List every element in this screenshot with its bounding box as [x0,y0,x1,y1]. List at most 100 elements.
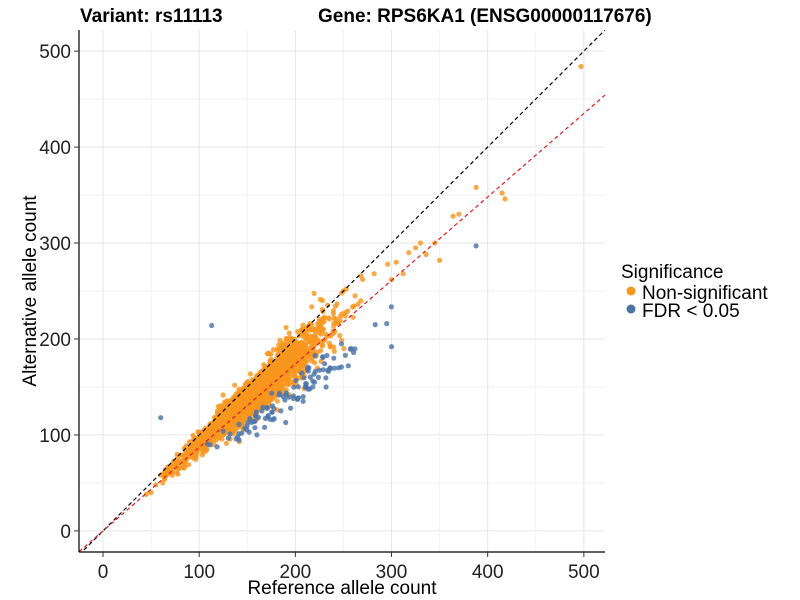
point-fdr [209,322,215,329]
point-non-significant [214,425,220,431]
point-non-significant [307,320,313,327]
point-non-significant [355,301,361,307]
point-non-significant [240,386,246,392]
x-tick-label: 200 [280,562,312,583]
point-non-significant [295,345,301,351]
point-non-significant [176,466,182,472]
point-fdr [251,419,257,425]
point-fdr [295,395,301,402]
data-points [143,63,584,497]
point-non-significant [184,447,190,453]
point-fdr [276,390,282,396]
point-non-significant [203,448,209,454]
point-non-significant [334,301,340,307]
point-non-significant [274,359,280,365]
point-fdr [254,432,260,438]
point-fdr [246,429,252,435]
point-non-significant [214,433,220,439]
point-non-significant [195,439,201,445]
point-fdr [384,321,390,327]
legend: Significance Non-significant FDR < 0.05 [621,262,768,322]
point-fdr [320,354,326,360]
point-non-significant [214,417,220,423]
point-fdr [323,375,329,381]
point-fdr [315,374,321,380]
point-non-significant [235,392,241,398]
point-non-significant [360,276,366,283]
point-non-significant [270,370,277,376]
point-fdr [338,341,345,347]
point-non-significant [307,351,313,357]
point-non-significant [358,298,364,304]
point-non-significant [253,390,259,396]
point-fdr [342,352,348,358]
point-non-significant [350,314,356,320]
y-axis-ticks: 0 100 200 300 400 500 [39,42,79,543]
x-tick-label: 0 [98,562,109,583]
point-fdr [252,425,258,431]
point-fdr [239,430,245,436]
point-fdr [245,419,251,426]
point-fdr [316,367,323,373]
point-non-significant [400,271,406,277]
point-non-significant [223,440,229,446]
point-fdr [235,434,241,440]
point-fdr [388,304,394,310]
point-fdr [227,431,233,437]
point-non-significant [148,489,154,496]
point-non-significant [181,464,187,470]
point-non-significant [393,259,399,265]
point-fdr [271,416,277,422]
point-non-significant [292,368,298,374]
point-non-significant [315,326,321,333]
point-fdr [265,414,271,420]
point-non-significant [220,392,226,398]
point-non-significant [215,403,221,410]
point-fdr [324,352,330,359]
point-fdr [312,379,318,385]
point-fdr [299,370,305,376]
point-non-significant [222,399,228,405]
point-non-significant [247,410,253,416]
point-non-significant [235,397,241,403]
point-non-significant [238,413,244,419]
point-non-significant [288,360,295,367]
point-non-significant [304,328,310,335]
point-fdr [247,415,253,421]
point-fdr [300,398,306,404]
point-non-significant [277,376,283,382]
point-non-significant [261,372,267,378]
point-non-significant [406,250,412,256]
point-fdr [301,375,307,381]
reference-line-identity [81,30,605,552]
point-non-significant [228,397,234,403]
point-non-significant [215,408,221,414]
point-non-significant [437,257,443,263]
point-non-significant [311,290,317,296]
point-fdr [307,386,313,392]
reference-lines [79,30,605,552]
point-fdr [278,408,284,414]
point-non-significant [281,348,287,354]
point-non-significant [385,261,391,267]
point-non-significant [295,340,301,346]
point-fdr [282,397,288,403]
point-fdr [320,367,326,373]
point-non-significant [280,342,286,348]
point-fdr [322,361,328,367]
point-non-significant [247,371,253,377]
x-tick-label: 100 [183,562,215,583]
point-fdr [303,383,309,389]
point-fdr [372,322,378,328]
point-fdr [225,435,231,441]
point-non-significant [195,446,202,452]
point-fdr [214,444,220,450]
point-non-significant [277,381,283,387]
point-non-significant [160,480,166,486]
point-non-significant [341,345,347,352]
point-fdr [388,344,395,350]
point-non-significant [230,403,236,410]
y-tick-label: 100 [39,426,71,447]
point-non-significant [283,324,289,331]
point-fdr [350,349,357,356]
